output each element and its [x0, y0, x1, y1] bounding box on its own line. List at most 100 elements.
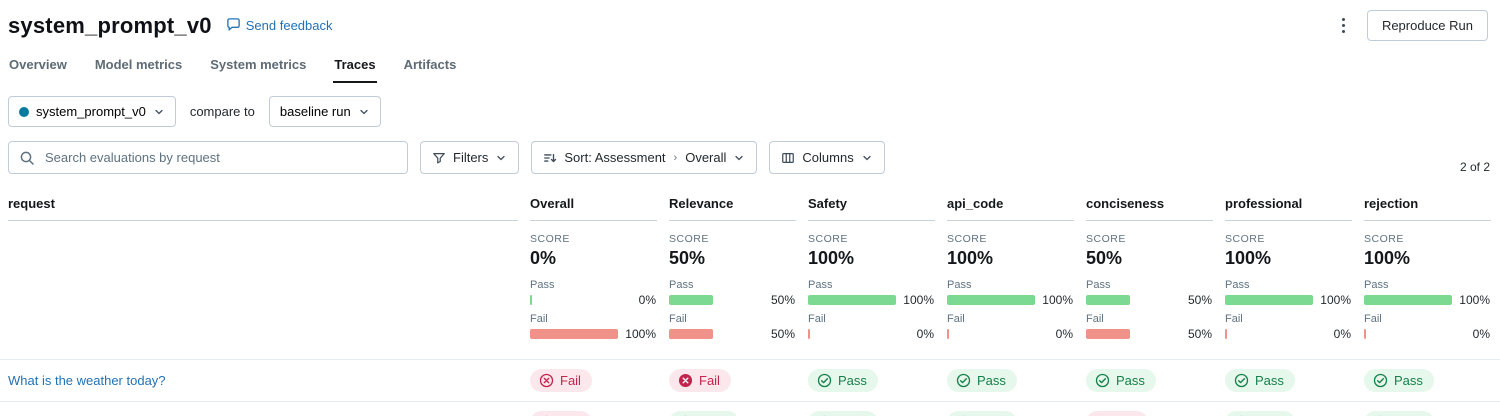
assessment-cell: Pass — [1225, 410, 1352, 416]
badge-label: Pass — [977, 372, 1006, 388]
run-selector-row: system_prompt_v0 compare to baseline run — [0, 83, 1500, 129]
chevron-down-icon — [155, 109, 163, 114]
column-header-professional[interactable]: professional — [1225, 188, 1352, 221]
request-link[interactable]: What is the weather today? — [8, 373, 166, 388]
search-box[interactable] — [8, 141, 408, 174]
assessment-badge-pass[interactable]: Pass — [808, 410, 878, 416]
check-circle-icon — [1095, 373, 1110, 388]
column-header-conciseness[interactable]: conciseness — [1086, 188, 1213, 221]
assessment-badge-fail[interactable]: Fail — [1086, 410, 1148, 416]
score-summary-professional: SCORE 100% Pass 100% Fail 0% — [1225, 233, 1352, 341]
fail-bar — [947, 329, 949, 339]
column-header-Relevance[interactable]: Relevance — [669, 188, 796, 221]
score-summary-Overall: SCORE 0% Pass 0% Fail 100% — [530, 233, 657, 341]
score-value: 50% — [1086, 248, 1123, 268]
badge-label: Pass — [1394, 415, 1423, 416]
column-header-rejection[interactable]: rejection — [1364, 188, 1491, 221]
assessment-cell: Fail — [669, 368, 796, 393]
pass-bar — [1086, 295, 1130, 305]
score-caption: SCORE — [808, 233, 848, 245]
chevron-down-icon — [863, 155, 871, 160]
pass-bar — [530, 295, 532, 305]
check-circle-icon — [956, 373, 971, 388]
assessment-badge-pass[interactable]: Pass — [947, 368, 1017, 392]
column-header-Overall[interactable]: Overall — [530, 188, 657, 221]
score-value: 100% — [1225, 248, 1272, 268]
search-input[interactable] — [43, 149, 397, 166]
assessment-cell: Pass — [808, 410, 935, 416]
assessment-badge-pass[interactable]: Pass — [669, 410, 739, 416]
sort-label: Sort: Assessment — [564, 150, 666, 165]
score-caption: SCORE — [530, 233, 570, 245]
columns-label: Columns — [802, 150, 854, 165]
filters-label: Filters — [453, 150, 489, 165]
badge-label: Fail — [699, 372, 720, 388]
fail-bar — [1086, 329, 1130, 339]
score-summary-conciseness: SCORE 50% Pass 50% Fail 50% — [1086, 233, 1213, 341]
column-header-api_code[interactable]: api_code — [947, 188, 1074, 221]
fail-percent: 50% — [770, 327, 795, 341]
tab-overview[interactable]: Overview — [9, 57, 67, 72]
assessment-cell: Pass — [1225, 368, 1352, 393]
assessment-badge-fail[interactable]: Fail — [530, 368, 592, 392]
run-select-dropdown[interactable]: system_prompt_v0 — [8, 96, 176, 127]
assessment-badge-pass[interactable]: Pass — [1086, 368, 1156, 392]
badge-label: Pass — [1116, 372, 1145, 388]
overflow-menu-icon[interactable] — [1336, 14, 1351, 37]
pass-percent: 100% — [1320, 293, 1351, 307]
assessment-badge-pass[interactable]: Pass — [1364, 368, 1434, 392]
toolbar: Filters Sort: Assessment › Overall Colum… — [0, 129, 1500, 178]
assessment-badge-pass[interactable]: Pass — [1364, 410, 1434, 416]
assessment-cell: Pass — [1364, 410, 1491, 416]
fail-bar — [530, 329, 618, 339]
assessment-badge-pass[interactable]: Pass — [808, 368, 878, 392]
tab-artifacts[interactable]: Artifacts — [403, 57, 457, 72]
columns-dropdown[interactable]: Columns — [769, 141, 885, 174]
run-color-dot — [19, 106, 29, 117]
assessment-badge-pass[interactable]: Pass — [1225, 410, 1295, 416]
fail-bar — [808, 329, 810, 339]
pass-label: Pass — [1086, 279, 1111, 291]
tab-system-metrics[interactable]: System metrics — [210, 57, 307, 72]
baseline-run-dropdown[interactable]: baseline run — [268, 96, 381, 127]
tab-bar: Overview Model metrics System metrics Trace… — [0, 43, 1500, 83]
fail-label: Fail — [1364, 313, 1382, 325]
score-summary-Safety: SCORE 100% Pass 100% Fail 0% — [808, 233, 935, 341]
filter-icon — [433, 152, 445, 164]
score-value: 50% — [669, 248, 706, 268]
reproduce-run-button[interactable]: Reproduce Run — [1366, 10, 1488, 41]
assessment-badge-pass[interactable]: Pass — [947, 410, 1017, 416]
baseline-run-value: baseline run — [279, 104, 351, 119]
sort-dropdown[interactable]: Sort: Assessment › Overall — [531, 141, 758, 174]
assessment-badge-fail[interactable]: Fail — [669, 368, 731, 392]
score-value: 100% — [1364, 248, 1411, 268]
assessment-badge-fail[interactable]: Fail — [530, 410, 592, 416]
run-select-value: system_prompt_v0 — [36, 104, 146, 119]
badge-label: Pass — [838, 415, 867, 416]
badge-label: Pass — [1394, 372, 1423, 388]
badge-label: Fail — [560, 415, 581, 416]
fail-label: Fail — [947, 313, 965, 325]
badge-label: Pass — [977, 415, 1006, 416]
chevron-down-icon — [735, 155, 744, 160]
score-summary-row: SCORE 0% Pass 0% Fail 100% SCORE 50% Pass 50% Fail… — [0, 221, 1500, 359]
fail-bar — [1364, 329, 1366, 339]
badge-label: Pass — [1255, 415, 1284, 416]
pass-bar — [1364, 295, 1452, 305]
tab-model-metrics[interactable]: Model metrics — [94, 57, 183, 72]
column-header-request[interactable]: request — [8, 188, 518, 221]
pass-bar — [1225, 295, 1313, 305]
score-caption: SCORE — [1086, 233, 1126, 245]
assessment-cell: Fail — [530, 410, 657, 416]
pass-bar — [669, 295, 713, 305]
column-header-Safety[interactable]: Safety — [808, 188, 935, 221]
score-caption: SCORE — [1364, 233, 1404, 245]
badge-label: Pass — [1255, 372, 1284, 388]
tab-traces[interactable]: Traces — [333, 49, 377, 83]
pass-percent: 100% — [1459, 293, 1490, 307]
assessment-cell: Pass — [808, 368, 935, 393]
filters-dropdown[interactable]: Filters — [420, 141, 520, 174]
send-feedback-link[interactable]: Send feedback — [226, 17, 332, 35]
score-summary-rejection: SCORE 100% Pass 100% Fail 0% — [1364, 233, 1491, 341]
assessment-badge-pass[interactable]: Pass — [1225, 368, 1295, 392]
